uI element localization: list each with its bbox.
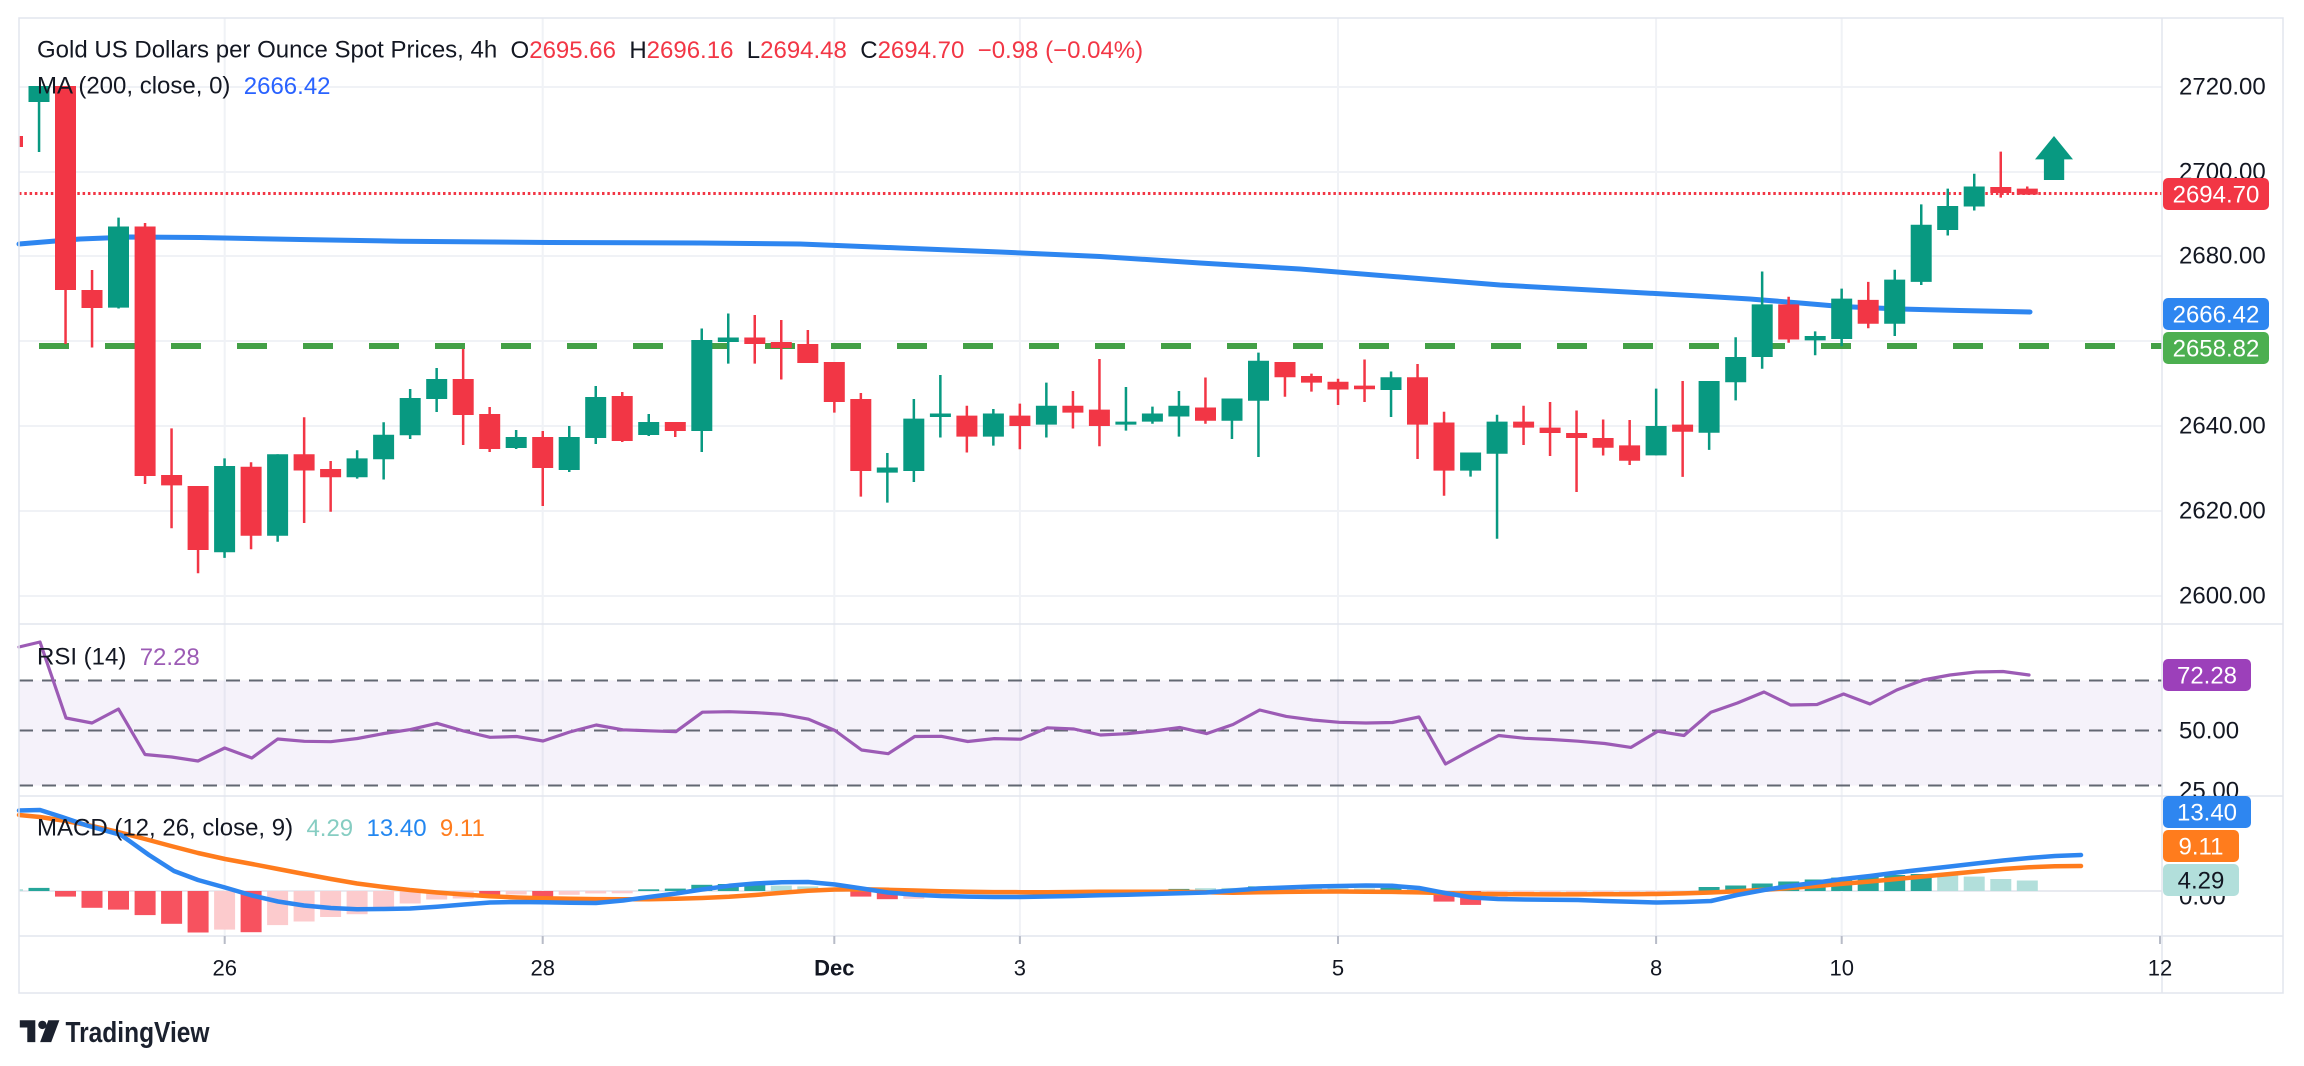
svg-text:MA (200, close, 0) 2666.42: MA (200, close, 0) 2666.42 [37,73,331,100]
svg-text:28: 28 [530,956,554,981]
svg-text:9.11: 9.11 [2179,834,2224,861]
svg-text:72.28: 72.28 [2177,663,2237,690]
svg-text:MACD (12, 26, close, 9) 4.29: MACD (12, 26, close, 9) 4.29 13.40 9.11 [37,815,485,842]
svg-text:26: 26 [212,956,236,981]
svg-text:50.00: 50.00 [2179,718,2239,745]
svg-text:TradingView: TradingView [66,1017,210,1049]
svg-text:2680.00: 2680.00 [2179,243,2266,270]
svg-text:2720.00: 2720.00 [2179,74,2266,101]
svg-text:3: 3 [1014,956,1026,981]
svg-text:2658.82: 2658.82 [2173,336,2260,363]
svg-text:4.29: 4.29 [2178,868,2225,895]
svg-text:2620.00: 2620.00 [2179,498,2266,525]
svg-text:2694.70: 2694.70 [2173,182,2260,209]
svg-text:13.40: 13.40 [2177,800,2237,827]
svg-text:2640.00: 2640.00 [2179,413,2266,440]
svg-text:2600.00: 2600.00 [2179,583,2266,610]
svg-text:10: 10 [1829,956,1853,981]
svg-text:2666.42: 2666.42 [2173,302,2260,329]
svg-text:Gold US Dollars per Ounce Spot: Gold US Dollars per Ounce Spot Prices, 4… [37,37,1143,64]
svg-text:5: 5 [1332,956,1344,981]
svg-text:12: 12 [2148,956,2172,981]
svg-text:8: 8 [1650,956,1662,981]
svg-text:RSI (14) 72.28: RSI (14) 72.28 [37,644,200,671]
svg-text:Dec: Dec [814,956,854,981]
